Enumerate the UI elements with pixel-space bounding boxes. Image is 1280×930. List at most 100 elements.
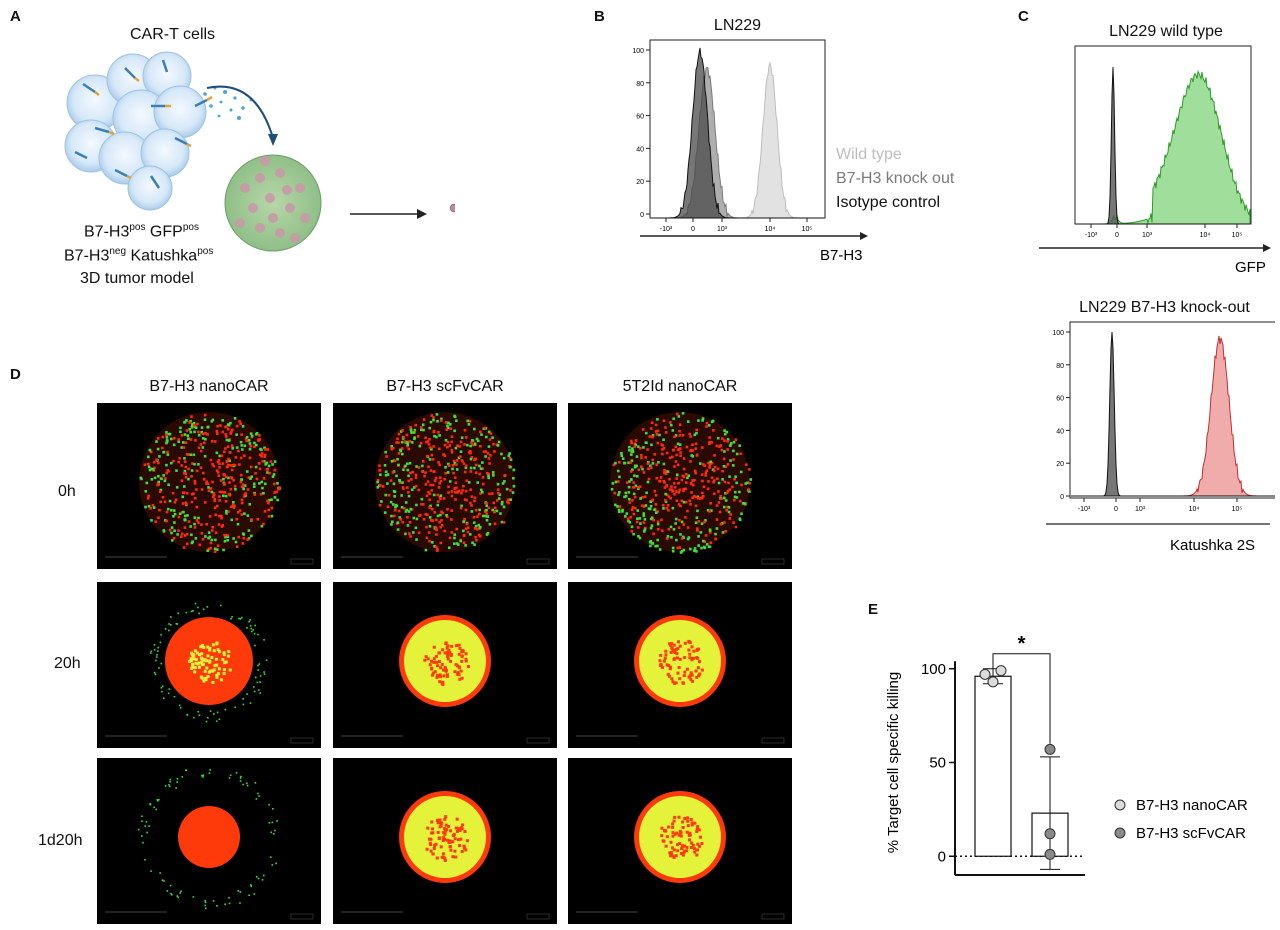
cell-dot: [158, 798, 160, 801]
cell-dot: [642, 471, 646, 474]
cell-dot: [690, 821, 694, 825]
cell-dot: [406, 524, 410, 527]
cell-dot: [153, 460, 156, 464]
cell-dot: [727, 506, 731, 509]
cell-dot: [453, 536, 456, 540]
e-data-point: [995, 665, 1007, 677]
cell-dot: [456, 671, 460, 675]
cell-dot: [262, 491, 265, 495]
cell-dot: [671, 834, 675, 838]
cell-dot: [460, 504, 463, 508]
cell-dot: [677, 526, 681, 530]
cell-dot: [273, 496, 277, 499]
cell-dot: [438, 818, 442, 822]
cell-dot: [682, 500, 686, 504]
cell-dot: [141, 835, 143, 837]
t-cell-cluster: [64, 51, 213, 211]
cell-dot: [254, 676, 257, 679]
cell-dot: [215, 504, 219, 508]
cell-dot: [256, 517, 260, 521]
cell-dot: [689, 502, 692, 506]
cell-dot: [177, 529, 180, 532]
cell-dot: [611, 482, 615, 485]
cell-dot: [744, 463, 748, 466]
cell-dot: [206, 433, 209, 436]
cell-dot: [675, 538, 678, 542]
cell-dot: [227, 650, 231, 654]
cell-dot: [478, 534, 482, 538]
cell-dot: [690, 491, 693, 494]
cell-dot: [496, 444, 500, 447]
migration-arrow: [206, 85, 274, 139]
cell-dot: [184, 465, 188, 469]
cell-dot: [632, 481, 636, 484]
cell-dot: [651, 498, 655, 502]
cell-dot: [683, 641, 687, 645]
cell-dot: [267, 508, 271, 512]
cell-dot: [218, 495, 221, 498]
cell-dot: [243, 512, 246, 515]
cell-dot: [708, 464, 712, 467]
cell-dot: [671, 831, 675, 835]
cell-dot: [399, 449, 403, 453]
cell-dot: [464, 464, 468, 468]
cell-dot: [199, 443, 203, 446]
cell-dot: [431, 483, 435, 487]
cell-dot: [205, 480, 208, 484]
cell-dot: [197, 521, 200, 524]
cell-dot: [250, 630, 253, 633]
cell-dot: [709, 541, 713, 545]
cell-dot: [465, 839, 469, 843]
cell-dot: [621, 457, 625, 461]
cell-dot: [676, 640, 680, 644]
cell-dot: [709, 530, 712, 534]
cell-dot: [225, 460, 229, 463]
cell-dot: [226, 423, 230, 426]
cell-dot: [216, 424, 219, 428]
cell-dot: [430, 414, 434, 417]
cell-dot: [469, 488, 472, 492]
cell-dot: [162, 697, 165, 699]
b-plot-frame: [649, 39, 826, 219]
cell-dot: [188, 659, 192, 663]
cell-dot: [190, 533, 193, 537]
cell-dot: [668, 851, 672, 855]
cell-dot: [433, 544, 436, 548]
cell-dot: [400, 494, 403, 497]
cell-dot: [617, 460, 621, 464]
cell-dot: [213, 440, 217, 443]
cell-dot: [439, 419, 443, 422]
cell-dot: [629, 515, 633, 519]
cell-dot: [203, 418, 207, 422]
cell-dot: [395, 474, 398, 478]
cell-dot: [203, 501, 207, 504]
cell-dot: [425, 440, 428, 444]
cell-dot: [663, 471, 666, 474]
cell-dot: [211, 680, 215, 684]
cell-dot: [228, 668, 232, 672]
cell-dot: [481, 514, 485, 518]
cell-dot: [216, 544, 220, 548]
cell-dot: [643, 518, 647, 521]
cell-dot: [409, 535, 412, 538]
cell-dot: [261, 486, 264, 490]
cell-dot: [212, 464, 216, 468]
cell-dot: [706, 508, 710, 512]
cell-dot: [433, 511, 437, 514]
cell-dot: [271, 821, 274, 824]
cell-dot: [695, 675, 699, 679]
cell-dot: [170, 508, 173, 512]
cell-dot: [423, 658, 427, 662]
cell-dot: [685, 845, 689, 849]
cell-dot: [263, 671, 265, 673]
cell-dot: [183, 526, 187, 529]
cell-dot: [249, 444, 252, 448]
cell-dot: [660, 826, 664, 830]
cell-dot: [391, 520, 394, 524]
cell-dot: [218, 499, 221, 502]
cell-dot: [631, 506, 635, 509]
cell-dot: [249, 619, 251, 621]
cell-dot: [424, 436, 427, 440]
cell-dot: [221, 430, 224, 434]
cell-dot: [420, 503, 423, 506]
